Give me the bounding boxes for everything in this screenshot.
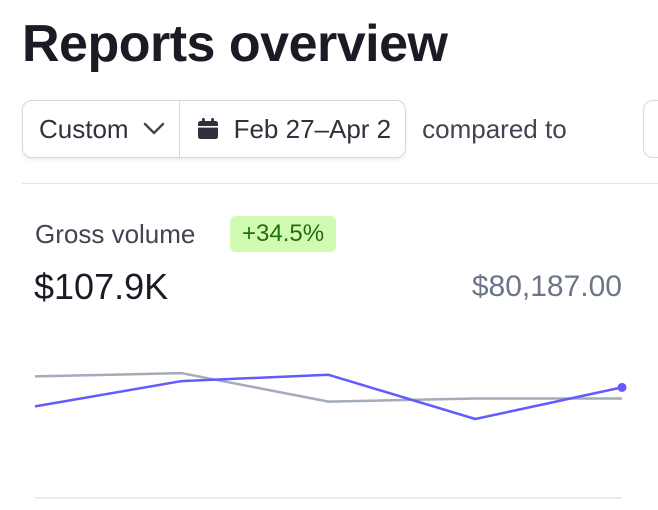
metric-label[interactable]: Gross volume — [35, 219, 196, 249]
comparison-value: $80,187.00 — [471, 270, 622, 303]
page-title: Reports overview — [22, 15, 448, 73]
calendar-icon — [197, 118, 218, 139]
filter-bar: Custom Feb 27–Apr 2 compared to — [22, 100, 567, 158]
delta-badge: +34.5% — [230, 216, 337, 252]
previous-period-line — [34, 371, 622, 403]
current-period-end-point[interactable] — [617, 382, 627, 392]
compared-to-label: compared to — [422, 113, 567, 144]
range-preset-dropdown[interactable]: Custom — [23, 101, 179, 157]
section-divider — [22, 183, 658, 184]
current-period-line — [34, 373, 623, 421]
range-preset-label: Custom — [39, 113, 129, 144]
gross-volume-chart[interactable] — [0, 340, 658, 510]
date-range-picker[interactable]: Feb 27–Apr 2 — [178, 101, 406, 157]
date-filter-control: Custom Feb 27–Apr 2 — [22, 100, 407, 158]
chevron-down-icon — [143, 122, 164, 135]
date-range-label: Feb 27–Apr 2 — [233, 113, 392, 144]
metric-value: $107.9K — [34, 266, 169, 307]
comparison-period-dropdown[interactable] — [643, 100, 658, 158]
